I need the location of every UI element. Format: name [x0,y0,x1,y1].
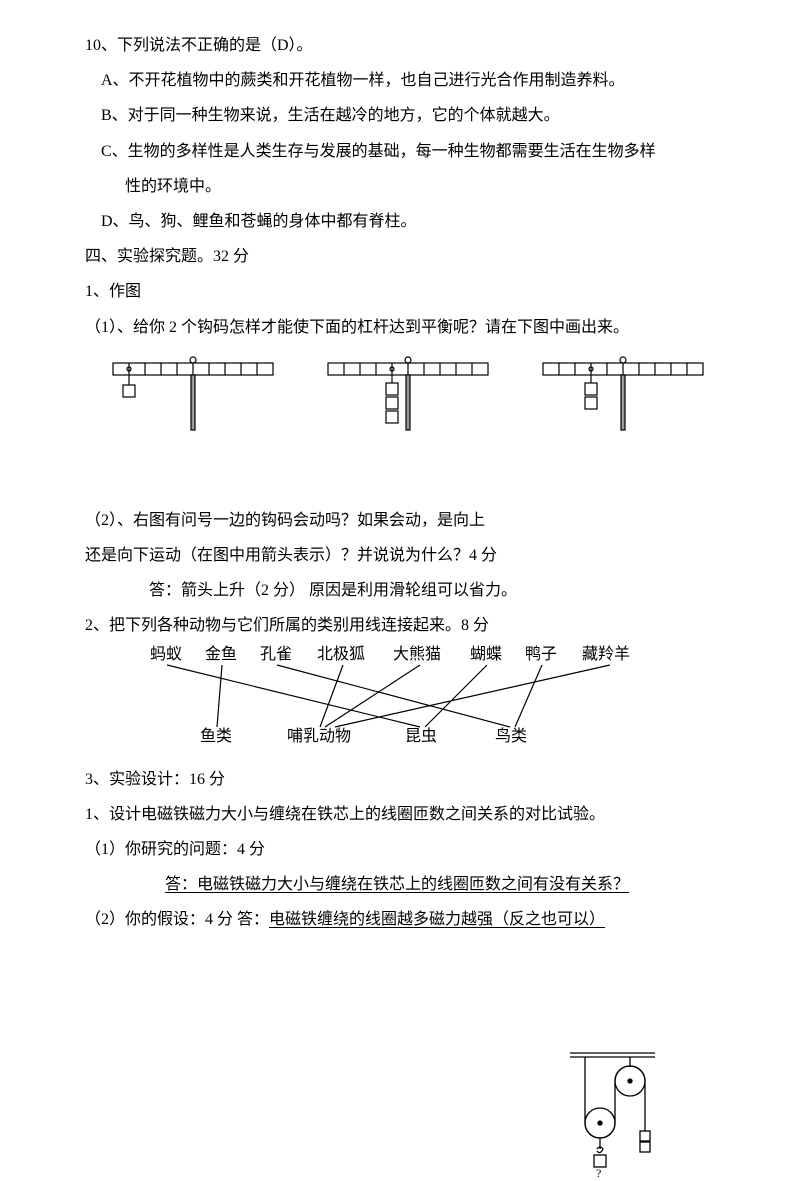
animal-5: 蝴蝶 [470,645,502,663]
q10-opt-c-2: 性的环境中。 [85,169,730,204]
q10-opt-b: B、对于同一种生物来说，生活在越冷的地方，它的个体就越大。 [85,98,730,133]
lever-3-svg [533,353,713,473]
q3-q1-label: （1）你研究的问题：4 分 [85,832,730,867]
q1-sub1: （1）、给你 2 个钩码怎样才能使下面的杠杆达到平衡呢？请在下图中画出来。 [85,310,730,345]
animal-6: 鸭子 [525,645,557,663]
animal-4: 大熊猫 [393,645,441,663]
lever-1-svg [103,353,283,473]
svg-text:?: ? [596,1166,601,1180]
cat-2: 昆虫 [405,727,437,745]
q3-q1-ans: 答：电磁铁磁力大小与缠绕在铁芯上的线圈匝数之间有没有关系？ [85,867,730,902]
q1-sub2a: （2）、右图有问号一边的钩码会动吗？如果会动，是向上 [85,503,730,538]
levers-row [85,353,730,473]
cat-0: 鱼类 [200,727,232,745]
animal-0: 蚂蚁 [150,645,182,663]
q10-opt-c-1: C、生物的多样性是人类生存与发展的基础，每一种生物都需要生活在生物多样 [85,134,730,169]
q10-opt-d: D、鸟、狗、鲤鱼和苍蝇的身体中都有脊柱。 [85,204,730,239]
cat-1: 哺乳动物 [287,727,351,745]
q3-sub1: 1、设计电磁铁磁力大小与缠绕在铁芯上的线圈匝数之间关系的对比试验。 [85,797,730,832]
lever-2-svg [318,353,498,473]
q10-stem: 10、下列说法不正确的是（D）。 [85,28,730,63]
animal-2: 孔雀 [260,645,292,663]
animal-7: 藏羚羊 [582,645,630,663]
section4-title: 四、实验探究题。32 分 [85,239,730,274]
q3-title: 3、实验设计：16 分 [85,762,730,797]
q2-title: 2、把下列各种动物与它们所属的类别用线连接起来。8 分 [85,608,730,643]
animal-3: 北极狐 [317,645,365,663]
q1-title: 1、作图 [85,274,730,309]
q10-opt-a: A、不开花植物中的蕨类和开花植物一样，也自己进行光合作用制造养料。 [85,63,730,98]
animal-1: 金鱼 [205,645,237,663]
q1-sub2-ans: 答：箭头上升（2 分） 原因是利用滑轮组可以省力。 [85,573,730,608]
cat-3: 鸟类 [495,727,527,745]
pulley-svg: ? [565,1051,660,1181]
q3-q2: （2）你的假设：4 分 答：电磁铁缠绕的线圈越多磁力越强（反之也可以） [85,902,730,937]
match-svg: 蚂蚁 金鱼 孔雀 北极狐 大熊猫 蝴蝶 鸭子 藏羚羊 鱼类 哺乳动物 昆虫 鸟类 [85,643,725,748]
q1-sub2b: 还是向下运动（在图中用箭头表示）？并说说为什么？4 分 [85,538,730,573]
